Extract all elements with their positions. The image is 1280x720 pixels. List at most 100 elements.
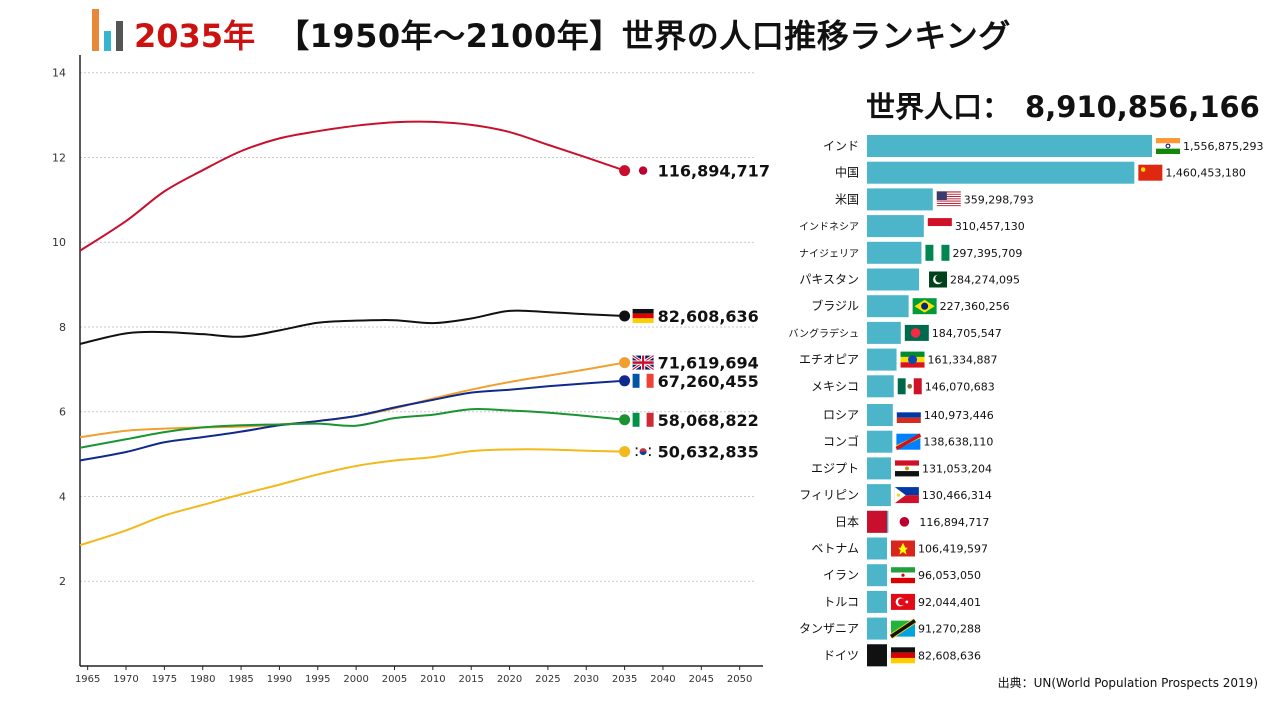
series-end-point-japan [619, 165, 631, 177]
bar-value-label: 92,044,401 [918, 596, 981, 609]
bar [867, 268, 920, 291]
series-end-point-italy [619, 414, 631, 426]
series-line-germany [79, 309, 625, 345]
series-value-label-italy: 58,068,822 [658, 411, 759, 430]
flag-russia-icon [896, 407, 921, 423]
bar [867, 590, 887, 613]
x-tick-label: 1965 [75, 674, 100, 685]
current-year: 2035年 [134, 17, 256, 55]
bar-value-label: 131,053,204 [922, 462, 992, 475]
flag-usa-icon [936, 191, 961, 208]
bar [867, 321, 901, 344]
bar-label: ドイツ [823, 648, 859, 662]
x-tick-label: 2025 [535, 674, 560, 685]
x-tick-label: 2010 [420, 674, 445, 685]
bar-label: インド [823, 139, 859, 153]
flag-pakistan-icon [923, 271, 948, 288]
bar-highlight [867, 644, 887, 667]
bar-label: イラン [823, 568, 859, 582]
bar-value-label: 146,070,683 [925, 380, 995, 393]
world-population: 世界人口： 8,910,856,166 [866, 84, 1260, 126]
y-tick-label: 12 [52, 151, 66, 164]
series-value-label-uk: 71,619,694 [658, 354, 759, 373]
bar-value-label: 161,334,887 [928, 354, 998, 367]
title-text: 【1950年〜2100年】世界の人口推移ランキング [277, 17, 1011, 55]
bar-value-label: 130,466,314 [922, 489, 992, 502]
bar-value-label: 297,395,709 [952, 247, 1022, 260]
world-population-value: 8,910,856,166 [1025, 90, 1260, 124]
bar-label: 米国 [835, 192, 859, 206]
line-chart: 2 4 6 8 10 12 14 1965 1970 1975 1980 1985 1990 1995 20… [52, 55, 770, 685]
bar-value-label: 1,460,453,180 [1165, 167, 1245, 180]
bar-label: エチオピア [799, 353, 859, 367]
x-tick-label: 1995 [305, 674, 330, 685]
x-tick-label: 2005 [382, 674, 407, 685]
bar [867, 564, 887, 587]
x-tick-label: 1980 [190, 674, 215, 685]
series-end-point-france [619, 375, 631, 387]
flag-brazil-icon [912, 298, 937, 315]
flag-italy-icon [632, 412, 654, 427]
flag-ethiopia-icon [900, 351, 925, 368]
x-tick-label: 2000 [343, 674, 368, 685]
bar-label: ナイジェリア [799, 248, 859, 260]
bar-label: ベトナム [811, 542, 859, 556]
bar [867, 537, 887, 560]
bar-value-label: 106,419,597 [918, 543, 988, 556]
series-line-korea [79, 448, 625, 547]
bar-value-label: 284,274,095 [950, 274, 1020, 287]
flag-china-icon [1138, 164, 1163, 181]
flag-turkey-icon [891, 593, 915, 610]
bar-value-label: 96,053,050 [918, 569, 981, 582]
bar-label: ブラジル [811, 298, 859, 313]
bar [867, 617, 887, 640]
bar-value-label: 310,457,130 [955, 220, 1025, 233]
x-tick-label: 2035 [612, 674, 637, 685]
series-value-label-france: 67,260,455 [658, 372, 759, 391]
flag-korea-icon [632, 444, 654, 459]
bar [867, 457, 891, 480]
series-value-label-korea: 50,632,835 [658, 443, 759, 462]
x-tick-label: 1975 [152, 674, 177, 685]
page-title: 2035年 【1950年〜2100年】世界の人口推移ランキング [134, 12, 1011, 60]
bar [867, 135, 1152, 157]
bar-value-label: 82,608,636 [918, 649, 981, 662]
bar [867, 161, 1135, 184]
bar [867, 215, 924, 238]
bar-value-label: 91,270,288 [918, 623, 981, 636]
flag-egypt-icon [894, 460, 919, 477]
series-end-point-germany [619, 310, 631, 322]
x-tick-label: 2045 [689, 674, 714, 685]
flag-germany-icon [632, 308, 654, 323]
flag-mexico-icon [897, 378, 922, 395]
x-tick-label: 1970 [113, 674, 138, 685]
source-note: 出典：UN(World Population Prospects 2019) [997, 676, 1258, 690]
y-tick-label: 8 [59, 321, 66, 334]
bar-value-label: 116,894,717 [919, 516, 989, 529]
flag-philippines-icon [894, 487, 919, 504]
bar [867, 404, 893, 426]
bar [867, 241, 922, 264]
x-tick-label: 2040 [650, 674, 675, 685]
chart-logo-icon [92, 9, 123, 51]
series-end-point-korea [619, 446, 631, 458]
x-tick-label: 2020 [497, 674, 522, 685]
bar-label: フィリピン [799, 488, 859, 502]
x-tick-label: 1990 [267, 674, 292, 685]
bar [867, 295, 909, 318]
x-tick-label: 2015 [458, 674, 483, 685]
bar-label: タンザニア [799, 622, 859, 636]
flag-tanzania-icon [889, 618, 917, 639]
bar-label: トルコ [823, 595, 859, 609]
bar-label: インドネシア [799, 221, 859, 233]
bar-value-label: 359,298,793 [964, 193, 1034, 206]
series-line-france [79, 379, 625, 462]
series-line-japan [79, 120, 625, 252]
series-end-point-uk [619, 357, 631, 369]
series-line-italy [79, 408, 625, 449]
series-value-label-japan: 116,894,717 [658, 162, 770, 181]
y-tick-label: 2 [59, 575, 66, 588]
bar-value-label: 1,556,875,293 [1183, 140, 1263, 153]
y-tick-label: 6 [59, 406, 66, 419]
